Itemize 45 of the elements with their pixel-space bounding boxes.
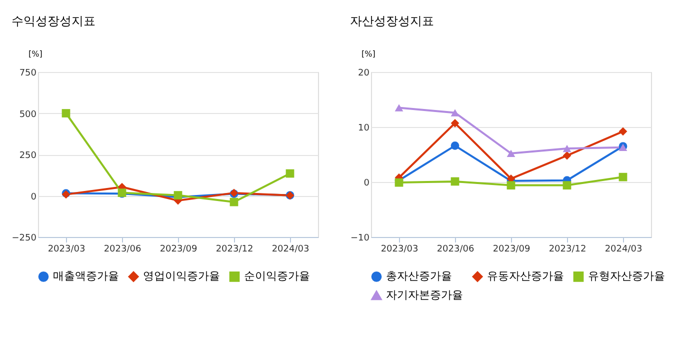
- point: [562, 151, 572, 160]
- y-tick-label: 250: [19, 151, 37, 161]
- point: [562, 181, 572, 190]
- x-tick-label: 2023/03: [48, 244, 86, 254]
- point: [450, 177, 460, 186]
- point: [562, 144, 572, 152]
- point: [230, 198, 238, 206]
- y-tick-label: −10: [350, 234, 370, 244]
- x-tick-label: 2023/03: [380, 244, 418, 254]
- x-tick-label: 2023/12: [216, 244, 254, 254]
- y-tick-label: 10: [358, 124, 370, 134]
- y-tick-label: 20: [358, 68, 370, 78]
- point: [506, 181, 516, 190]
- x-tick-label: 2023/12: [548, 244, 586, 254]
- point: [450, 142, 460, 150]
- x-tick-label: 2023/06: [104, 244, 142, 254]
- point: [618, 172, 628, 182]
- point: [450, 109, 460, 116]
- legend-label: 유형자산증가율: [588, 270, 665, 283]
- point: [394, 104, 404, 112]
- point: [618, 127, 628, 136]
- legend-label: 영업이익증가율: [143, 270, 220, 283]
- y-axis-title: [%]: [362, 50, 376, 58]
- x-tick-label: 2023/09: [160, 244, 198, 254]
- y-tick-label: 750: [19, 68, 37, 78]
- y-tick-label: 0: [364, 178, 370, 188]
- point: [62, 109, 70, 118]
- x-tick-label: 2023/06: [436, 244, 474, 254]
- y-tick-label: −250: [12, 234, 37, 244]
- chart-title: 수익성장성지표: [11, 14, 96, 28]
- legend-label: 총자산증가율: [386, 270, 452, 283]
- legend-label: 유동자산증가율: [487, 270, 564, 283]
- point: [450, 118, 460, 128]
- x-tick-label: 2023/09: [492, 244, 530, 254]
- point: [286, 169, 294, 178]
- y-axis-title: [%]: [28, 50, 42, 58]
- legend-label: 순이익증가율: [244, 270, 310, 283]
- y-tick-label: 500: [19, 110, 37, 120]
- chart-title: 자산성장성지표: [350, 14, 434, 28]
- x-tick-label: 2024/03: [272, 244, 310, 254]
- legend-label: 매출액증가율: [53, 270, 119, 283]
- point: [506, 150, 516, 158]
- x-tick-label: 2024/03: [604, 244, 642, 254]
- y-tick-label: 0: [30, 192, 37, 202]
- legend-label: 자기자본증가율: [386, 288, 463, 302]
